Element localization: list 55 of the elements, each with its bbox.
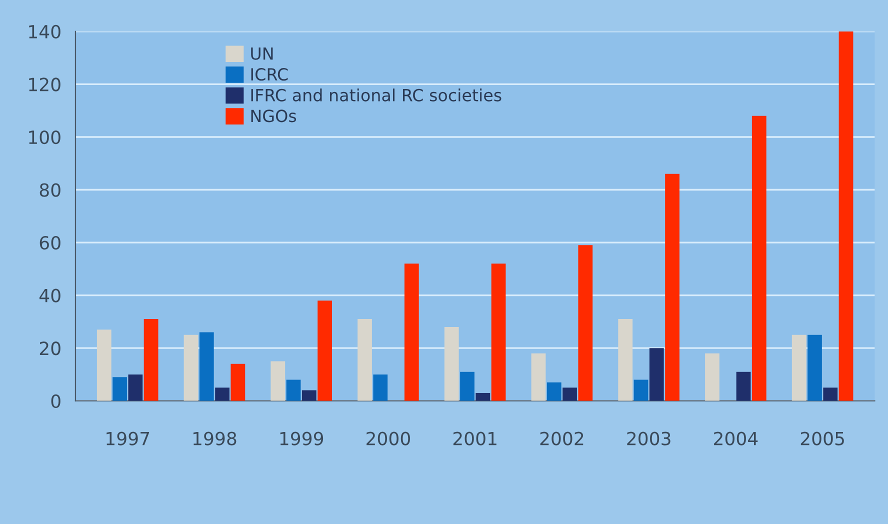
legend-label: ICRC (251, 68, 288, 81)
bar (562, 388, 577, 401)
y-tick-label: 0 (51, 394, 60, 408)
bar (199, 332, 214, 401)
y-tick-label: 20 (40, 342, 60, 356)
x-tick-label: 1997 (106, 432, 150, 446)
x-tick-label: 1999 (280, 432, 324, 446)
legend-label: IFRC and national RC societies (251, 88, 502, 102)
legend-label: NGOs (251, 110, 296, 122)
bar (373, 374, 388, 401)
y-tick-label: 120 (29, 78, 60, 92)
bar (546, 382, 562, 401)
x-tick-label: 2000 (366, 432, 410, 446)
legend-label: UN (251, 47, 273, 60)
y-tick-label: 100 (29, 130, 60, 144)
bar (665, 174, 680, 401)
bar (838, 31, 854, 401)
bar (270, 361, 286, 401)
bar (705, 353, 720, 401)
bar (460, 372, 474, 401)
bar (96, 330, 112, 401)
x-tick-label: 2005 (800, 432, 844, 446)
y-tick-label: 40 (40, 288, 60, 302)
bar (792, 334, 806, 401)
x-tick-label: 2003 (627, 432, 670, 446)
bar (286, 380, 301, 401)
bar (823, 388, 838, 401)
x-tick-label: 2001 (453, 432, 496, 446)
bar (230, 364, 246, 401)
x-tick-label: 2002 (540, 432, 584, 446)
bar (184, 334, 198, 401)
bar (618, 319, 633, 401)
y-tick-label: 60 (40, 236, 60, 250)
bar (476, 392, 490, 401)
bar (736, 372, 751, 401)
bar (444, 326, 459, 401)
bar (318, 300, 332, 401)
bar (215, 388, 230, 401)
bar (404, 264, 419, 401)
bar (128, 374, 143, 401)
bar (578, 245, 593, 401)
x-tick-label: 1998 (193, 432, 236, 446)
x-tick-label: 2004 (714, 432, 758, 446)
bar (531, 353, 546, 401)
bar (491, 264, 506, 401)
bar (358, 319, 372, 401)
bar (808, 334, 822, 401)
bar (144, 319, 158, 401)
bar (634, 380, 648, 401)
bar (112, 377, 127, 401)
y-tick-label: 140 (29, 24, 60, 39)
bar (649, 348, 664, 401)
y-tick-label: 80 (40, 183, 60, 197)
bar (302, 390, 316, 401)
bar (752, 116, 766, 401)
